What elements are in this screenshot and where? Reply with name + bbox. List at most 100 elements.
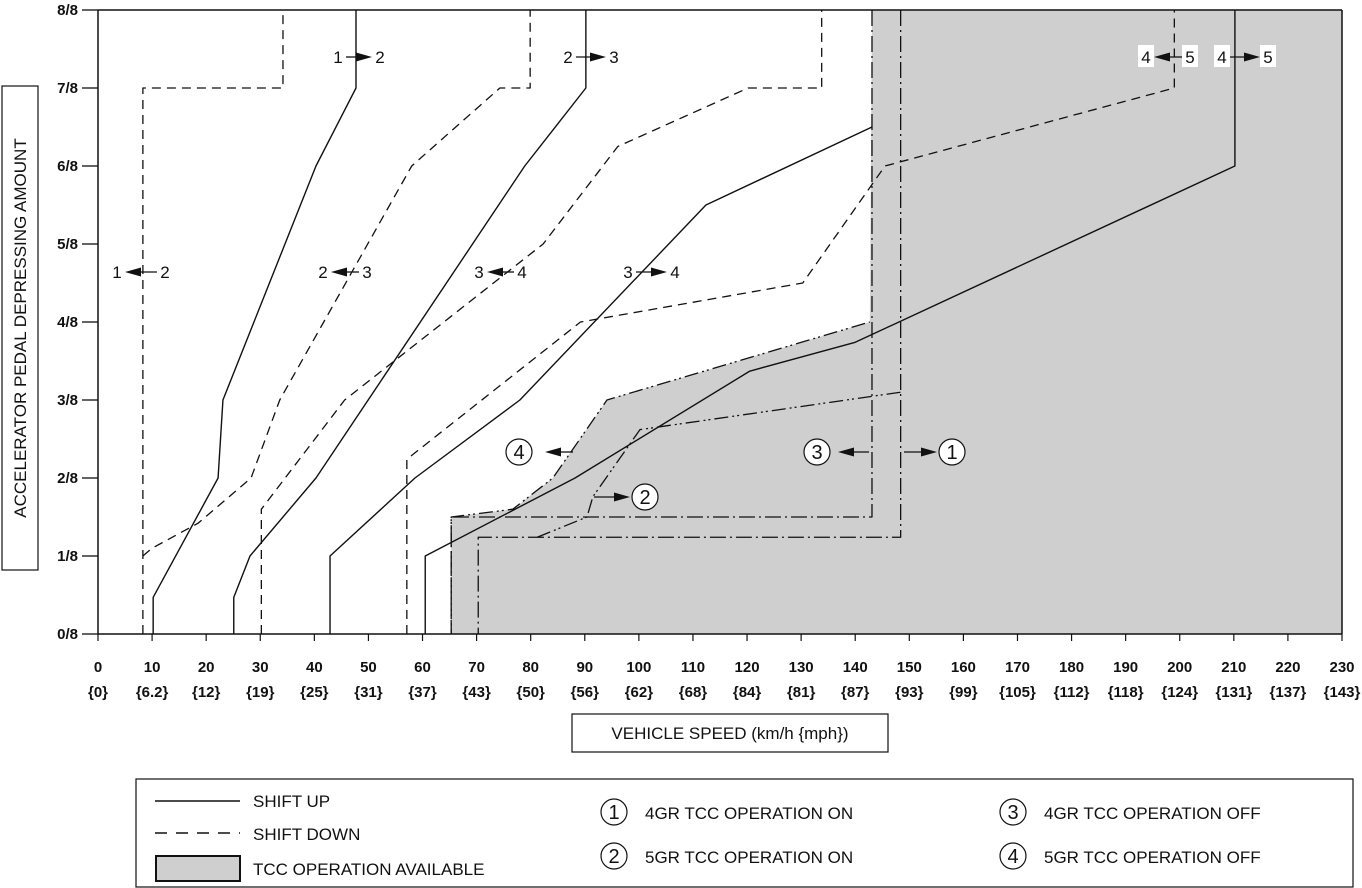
- x-tick-label-kmh: 140: [843, 659, 868, 676]
- circled-number-icon-number: 3: [811, 442, 822, 464]
- circled-number-icon-number: 2: [639, 487, 650, 509]
- shift-up-line-4-5-3: [424, 10, 1236, 634]
- x-tick-label-kmh: 110: [681, 659, 705, 676]
- x-tick-label-mph: {105}: [999, 684, 1036, 701]
- legend-item-3: 3 4GR TCC OPERATION OFF: [999, 798, 1261, 826]
- x-tick-label-mph: {31}: [354, 684, 383, 701]
- x-tick-label-kmh: 220: [1275, 659, 1300, 676]
- arrow-left-icon-arrowhead: [1154, 52, 1170, 62]
- legend-circled-number-icon: [999, 798, 1027, 826]
- y-tick-label: 3/8: [57, 392, 78, 409]
- legend-circled-number-icon: [600, 842, 628, 870]
- gear-from: 4: [1217, 48, 1226, 67]
- y-tick-label: 6/8: [57, 158, 78, 175]
- gear-to: 5: [1185, 48, 1194, 67]
- x-tick-label-kmh: 30: [252, 659, 269, 676]
- x-tick-label-kmh: 210: [1221, 659, 1246, 676]
- legend-item-label: 5GR TCC OPERATION ON: [645, 848, 853, 867]
- x-tick-label-mph: {25}: [300, 684, 329, 701]
- x-tick-label-mph: {87}: [841, 684, 870, 701]
- legend-shift-up-label: SHIFT UP: [253, 792, 330, 811]
- gear-from: 4: [1141, 48, 1150, 67]
- tcc-4gr-line-4gr-tcc-operation-on: [477, 10, 902, 634]
- tcc-5gr-line-5gr-tcc-operation-off: [450, 321, 871, 634]
- tcc-marker-1: 1: [904, 438, 966, 466]
- x-tick-label-kmh: 70: [468, 659, 485, 676]
- y-tick-label: 4/8: [57, 314, 78, 331]
- legend-circled-number-icon-number: 1: [608, 802, 619, 824]
- gear-to: 5: [1263, 48, 1272, 67]
- circled-number-icon: [803, 438, 831, 466]
- gear-from: 3: [474, 263, 483, 282]
- circled-number-icon: [505, 438, 533, 466]
- gear-to: 3: [609, 48, 618, 67]
- x-tick-label-kmh: 180: [1059, 659, 1084, 676]
- gear-from: 1: [112, 263, 121, 282]
- shift-up-line-1-2-0: [152, 10, 357, 634]
- y-tick-label: 7/8: [57, 80, 78, 97]
- x-tick-label-kmh: 40: [306, 659, 323, 676]
- y-tick-label: 8/8: [57, 2, 78, 19]
- x-tick-label-kmh: 50: [360, 659, 377, 676]
- legend-circled-number-icon-number: 3: [1007, 802, 1018, 824]
- arrow-right-icon-arrowhead: [651, 267, 667, 277]
- x-tick-label-mph: {19}: [246, 684, 275, 701]
- x-tick-label-mph: {12}: [192, 684, 221, 701]
- circled-number-icon-number: 4: [513, 442, 524, 464]
- y-tick-label: 2/8: [57, 470, 78, 487]
- x-tick-label-mph: {62}: [625, 684, 654, 701]
- tcc-marker-2: 2: [594, 483, 659, 511]
- circled-number-icon: [938, 438, 966, 466]
- gear-label-bg: [1138, 45, 1154, 67]
- x-tick-label-kmh: 10: [144, 659, 161, 676]
- shift-down-line-2-3-5: [142, 10, 531, 557]
- x-tick-label-kmh: 190: [1113, 659, 1138, 676]
- gear-from: 2: [318, 263, 327, 282]
- arrow-left-icon-arrowhead: [545, 447, 561, 457]
- circled-number-icon: [631, 483, 659, 511]
- tcc-marker-3: 3: [803, 438, 869, 466]
- y-tick-label: 0/8: [57, 626, 78, 643]
- legend-item-2: 2 5GR TCC OPERATION ON: [600, 842, 853, 870]
- gear-label-bg: [1260, 45, 1276, 67]
- x-tick-label-mph: {0}: [88, 684, 108, 701]
- gear-label-bg: [1214, 45, 1230, 67]
- x-tick-label-kmh: 100: [626, 659, 651, 676]
- legend-item-label: 5GR TCC OPERATION OFF: [1044, 848, 1261, 867]
- legend-box: [135, 778, 1354, 888]
- gear-label-bg: [1182, 45, 1198, 67]
- legend-circled-number-icon-number: 4: [1007, 846, 1018, 868]
- x-tick-label-kmh: 80: [522, 659, 539, 676]
- tcc-marker-4: 4: [505, 438, 573, 466]
- x-tick-label-mph: {56}: [571, 684, 600, 701]
- x-axis-label: VEHICLE SPEED (km/h {mph}): [611, 724, 848, 743]
- arrow-right-icon-arrowhead: [1244, 52, 1260, 62]
- tcc-4gr-line-4gr-tcc-operation-off: [450, 10, 873, 634]
- x-tick-label-mph: {99}: [949, 684, 978, 701]
- arrow-right-icon-arrowhead: [921, 447, 937, 457]
- y-axis-label-box: [1, 85, 39, 571]
- x-tick-label-kmh: 160: [951, 659, 976, 676]
- legend-tcc-label: TCC OPERATION AVAILABLE: [253, 860, 484, 879]
- x-axis-label-box: [571, 713, 889, 753]
- legend-item-1: 1 4GR TCC OPERATION ON: [600, 798, 853, 826]
- x-tick-label-kmh: 130: [789, 659, 814, 676]
- x-tick-label-mph: {68}: [679, 684, 708, 701]
- x-tick-label-kmh: 230: [1329, 659, 1354, 676]
- arrow-left-icon-arrowhead: [331, 267, 347, 277]
- x-tick-label-kmh: 60: [414, 659, 431, 676]
- arrow-right-icon-arrowhead: [590, 52, 606, 62]
- x-tick-label-mph: {112}: [1054, 684, 1090, 701]
- gear-to: 2: [160, 263, 169, 282]
- arrow-left-icon-arrowhead: [125, 267, 141, 277]
- shift-down-line-1-2-4: [142, 10, 284, 634]
- circled-number-icon-number: 1: [946, 442, 957, 464]
